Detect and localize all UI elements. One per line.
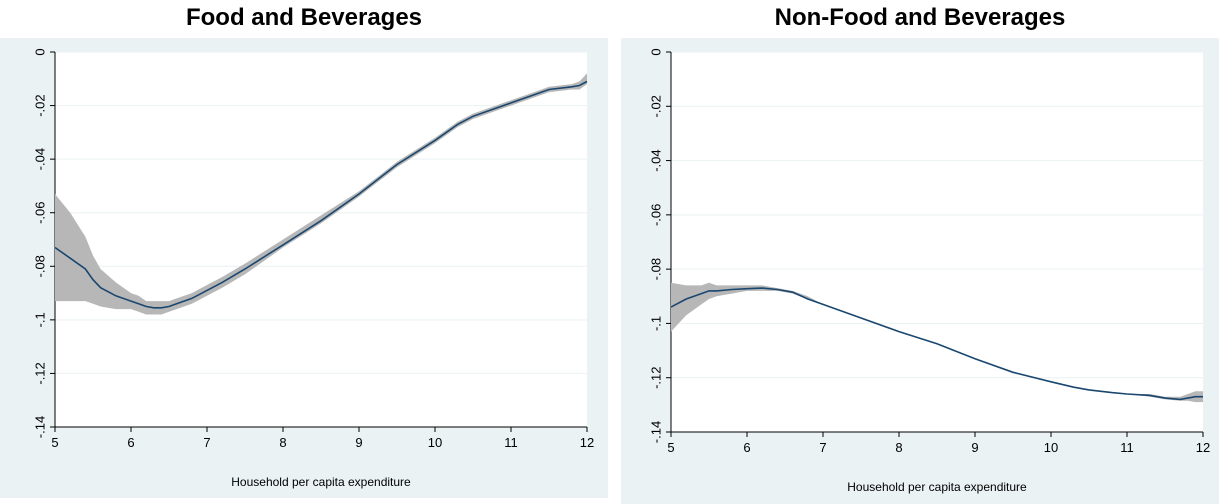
nonfood-chart-svg: 0 -.02 -.04 -.06 -.08 -.1 -.12 -.14 5 6 7 8 9 10 11 12 H… (648, 48, 1210, 494)
x-tick-label: 11 (504, 435, 518, 450)
food-chart-svg: 0 -.02 -.04 -.06 -.08 -.1 -.12 -.14 5 6 7 8 9 10 11 12 H… (32, 48, 594, 489)
y-tick-label: -.06 (32, 202, 47, 224)
x-tick-label: 9 (355, 435, 362, 450)
y-tick-label: 0 (32, 48, 47, 55)
series-line (54, 80, 588, 309)
y-tick-label: -.1 (648, 316, 663, 331)
y-tick-label: -.1 (32, 312, 47, 327)
series-line (670, 287, 1203, 401)
x-tick-label: 12 (1196, 440, 1210, 455)
y-tick-label: -.04 (32, 148, 47, 170)
y-tick-label: -.02 (648, 95, 663, 117)
chart-title: Non-Food and Beverages (774, 4, 1066, 31)
x-tick-label: 10 (1044, 440, 1058, 455)
x-tick-label: 6 (127, 435, 134, 450)
x-axis-title: Household per capita expenditure (231, 475, 411, 489)
x-tick-label: 9 (971, 440, 978, 455)
x-tick-label: 6 (743, 440, 750, 455)
food-chart-panel: Food and Beverages 0 -.02 -.04 -.06 -.08 -.1 -… (0, 0, 608, 504)
x-tick-label: 12 (580, 435, 594, 450)
confidence-band (55, 73, 587, 315)
x-tick-label: 7 (819, 440, 826, 455)
y-tick-label: -.08 (32, 255, 47, 277)
nonfood-chart-panel: Non-Food and Beverages 0 -.02 -.04 -.06 -.08… (621, 0, 1219, 504)
x-tick-label: 11 (1120, 440, 1134, 455)
y-tick-label: -.06 (648, 204, 663, 226)
x-tick-label: 10 (428, 435, 442, 450)
chart-title: Food and Beverages (185, 4, 423, 31)
y-tick-label: -.04 (648, 149, 663, 171)
x-tick-label: 8 (279, 435, 286, 450)
y-tick-label: -.14 (32, 416, 47, 438)
y-tick-label: -.12 (648, 367, 663, 389)
y-tick-label: -.14 (648, 421, 663, 443)
x-tick-label: 5 (667, 440, 674, 455)
y-tick-label: 0 (648, 48, 663, 55)
confidence-band (671, 282, 1203, 403)
plot-area (671, 52, 1203, 432)
x-tick-label: 5 (51, 435, 58, 450)
x-tick-label: 7 (203, 435, 210, 450)
y-tick-label: -.12 (32, 362, 47, 384)
plot-area (55, 52, 587, 427)
y-tick-label: -.08 (648, 258, 663, 280)
y-tick-label: -.02 (32, 94, 47, 116)
x-axis-title: Household per capita expenditure (847, 480, 1027, 494)
x-tick-label: 8 (895, 440, 902, 455)
